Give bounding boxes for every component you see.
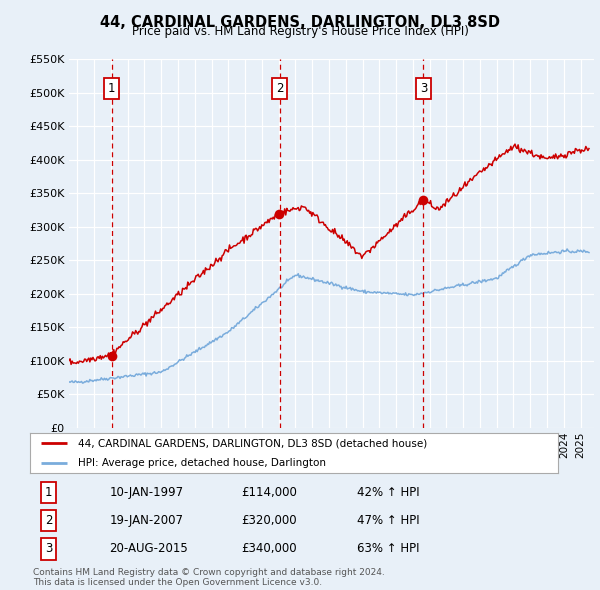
Text: 44, CARDINAL GARDENS, DARLINGTON, DL3 8SD (detached house): 44, CARDINAL GARDENS, DARLINGTON, DL3 8S…: [77, 438, 427, 448]
Text: 1: 1: [45, 486, 52, 499]
Text: HPI: Average price, detached house, Darlington: HPI: Average price, detached house, Darl…: [77, 458, 326, 468]
Text: £340,000: £340,000: [241, 542, 297, 555]
Text: 63% ↑ HPI: 63% ↑ HPI: [358, 542, 420, 555]
Text: Contains HM Land Registry data © Crown copyright and database right 2024.
This d: Contains HM Land Registry data © Crown c…: [33, 568, 385, 587]
Text: 3: 3: [45, 542, 52, 555]
Text: Price paid vs. HM Land Registry's House Price Index (HPI): Price paid vs. HM Land Registry's House …: [131, 25, 469, 38]
Text: 42% ↑ HPI: 42% ↑ HPI: [358, 486, 420, 499]
Text: 10-JAN-1997: 10-JAN-1997: [109, 486, 184, 499]
Text: 2: 2: [276, 82, 283, 95]
Text: 1: 1: [108, 82, 115, 95]
Text: £320,000: £320,000: [241, 514, 297, 527]
Text: 47% ↑ HPI: 47% ↑ HPI: [358, 514, 420, 527]
Text: 2: 2: [45, 514, 52, 527]
Text: 3: 3: [420, 82, 427, 95]
Text: 44, CARDINAL GARDENS, DARLINGTON, DL3 8SD: 44, CARDINAL GARDENS, DARLINGTON, DL3 8S…: [100, 15, 500, 30]
Text: £114,000: £114,000: [241, 486, 297, 499]
Text: 20-AUG-2015: 20-AUG-2015: [109, 542, 188, 555]
Text: 19-JAN-2007: 19-JAN-2007: [109, 514, 183, 527]
